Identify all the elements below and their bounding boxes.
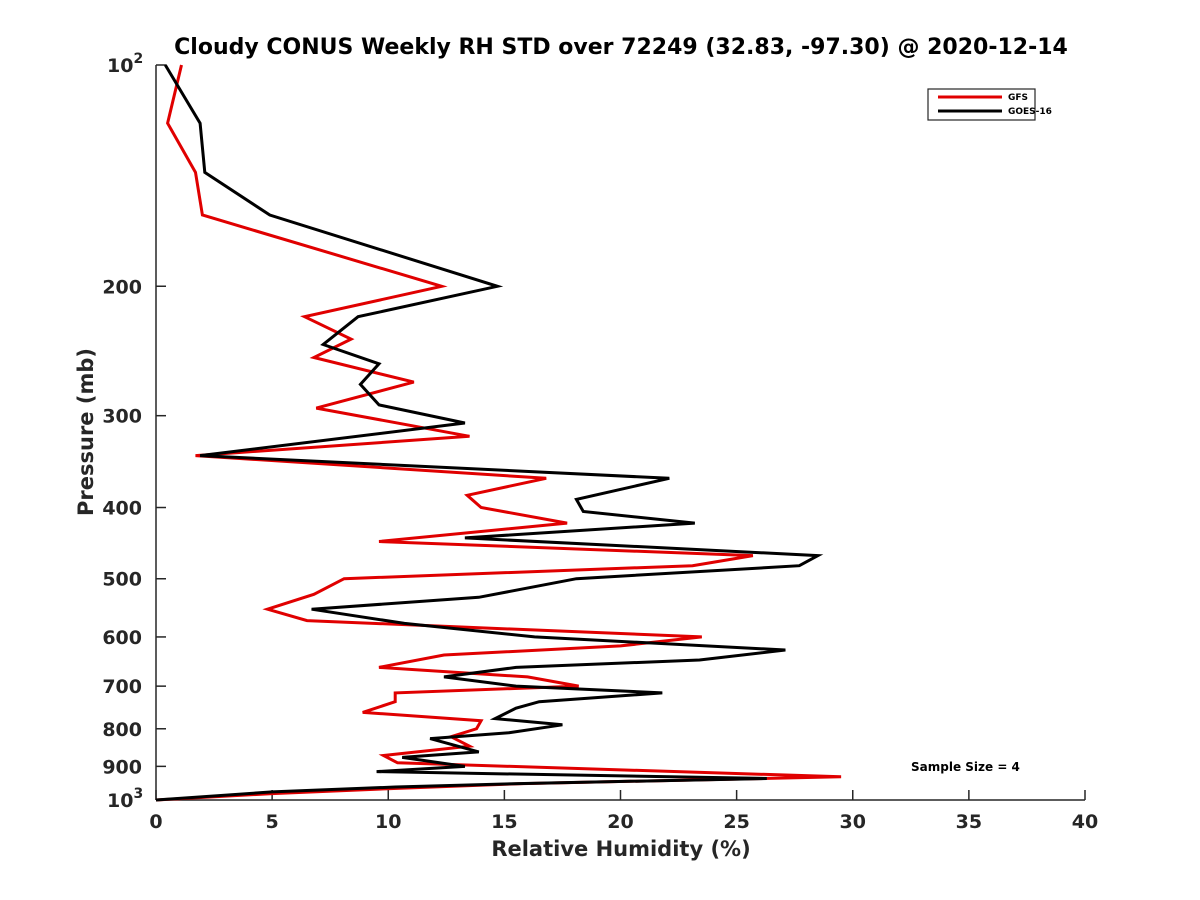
x-tick-label: 20 xyxy=(607,811,633,833)
y-tick-label: 800 xyxy=(102,719,142,741)
y-tick-label: 600 xyxy=(102,627,142,649)
x-tick-label: 25 xyxy=(723,811,749,833)
x-axis-label: Relative Humidity (%) xyxy=(491,837,750,861)
legend: GFS GOES-16 xyxy=(927,88,1052,121)
x-tick-label: 40 xyxy=(1072,811,1098,833)
legend-label-gfs: GFS xyxy=(1008,93,1028,103)
series-line-goes16 xyxy=(155,64,824,802)
y-tick-label: 900 xyxy=(102,756,142,778)
legend-label-goes16: GOES-16 xyxy=(1008,107,1052,117)
series-line-gfs xyxy=(155,64,842,802)
y-tick-label: 400 xyxy=(102,498,142,520)
x-ticks: 0 5 10 15 20 25 30 35 40 xyxy=(149,790,1098,833)
x-tick-label: 10 xyxy=(375,811,401,833)
x-tick-label: 35 xyxy=(956,811,982,833)
y-tick-label: 102 xyxy=(107,51,143,77)
x-tick-label: 0 xyxy=(149,811,162,833)
y-ticks: 102 200 300 400 500 600 700 800 900 103 xyxy=(102,51,166,812)
y-tick-label: 500 xyxy=(102,569,142,591)
y-axis-label: Pressure (mb) xyxy=(74,348,98,516)
x-tick-label: 30 xyxy=(840,811,866,833)
chart-title: Cloudy CONUS Weekly RH STD over 72249 (3… xyxy=(174,35,1068,60)
y-tick-label: 300 xyxy=(102,406,142,428)
y-tick-label: 700 xyxy=(102,676,142,698)
x-tick-label: 5 xyxy=(266,811,279,833)
y-tick-label: 200 xyxy=(102,276,142,298)
series-group xyxy=(155,64,842,802)
y-tick-label: 103 xyxy=(107,786,143,812)
x-tick-label: 15 xyxy=(491,811,517,833)
legend-box xyxy=(927,88,1036,121)
sample-size-annotation: Sample Size = 4 xyxy=(911,760,1020,774)
